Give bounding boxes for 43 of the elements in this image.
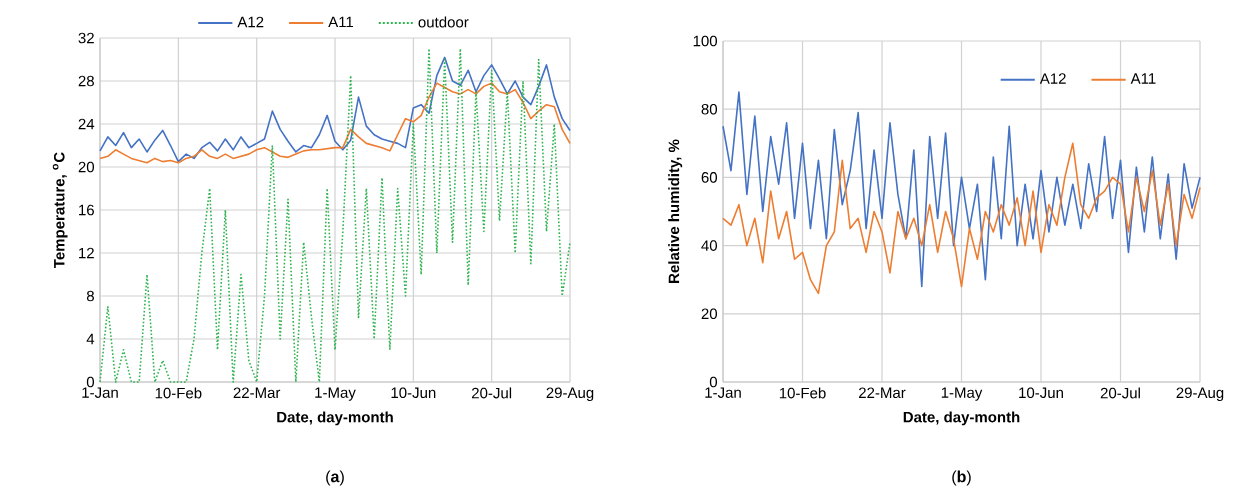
text: (b): [952, 470, 971, 486]
legend-label: A12: [237, 16, 264, 28]
x-tick-label: 10-Feb: [155, 387, 202, 399]
x-tick-label: 10-Feb: [779, 387, 826, 399]
y-tick-label: 24: [78, 118, 95, 130]
y-tick-label: 12: [79, 247, 94, 259]
y-tick-label: 20: [78, 161, 95, 173]
y-tick-label: 8: [86, 290, 94, 302]
x-tick-label: 22-Mar: [859, 387, 906, 399]
legend-label: outdoor: [418, 16, 469, 28]
text: (a): [326, 470, 344, 486]
y-tick-label: 16: [79, 204, 94, 216]
x-tick-label: 29-Aug: [1176, 387, 1224, 401]
y-tick-label: 32: [78, 32, 94, 44]
x-tick-label: 1-Jan: [82, 387, 118, 398]
line-series: [99, 56, 571, 163]
x-tick-label: 1-May: [315, 387, 356, 401]
x-axis-title: Date, day-month: [277, 411, 393, 426]
x-tick-label: 1-Jan: [705, 387, 741, 398]
x-tick-label: 20-Jul: [472, 387, 512, 399]
y-tick-label: 28: [78, 75, 94, 87]
x-tick-label: 10-Jun: [391, 387, 436, 399]
x-axis-title: Date, day-month: [903, 411, 1020, 426]
line-series: [722, 91, 1201, 288]
y-tick-label: 0: [86, 376, 95, 388]
x-tick-label: 29-Aug: [546, 387, 594, 401]
x-tick-label: 20-Jul: [1100, 387, 1140, 399]
y-tick-label: 4: [86, 333, 95, 345]
y-tick-label: 60: [701, 172, 718, 183]
y-tick-label: 100: [693, 35, 718, 47]
y-axis-title: Relative humidity, %: [668, 139, 683, 283]
x-tick-label: 1-May: [941, 387, 983, 401]
legend-label: A11: [1130, 73, 1156, 84]
line-series: [722, 142, 1201, 295]
x-tick-label: 22-Mar: [233, 387, 281, 399]
legend-label: A11: [328, 16, 354, 28]
y-tick-label: 80: [701, 103, 718, 115]
y-tick-label: 40: [701, 240, 718, 251]
y-axis-title: Temperature, $^{o}$C: [52, 152, 68, 269]
y-tick-label: 0: [709, 376, 718, 388]
y-tick-label: 20: [701, 308, 718, 320]
legend-label: A12: [1039, 73, 1066, 84]
x-tick-label: 10-Jun: [1019, 387, 1063, 399]
